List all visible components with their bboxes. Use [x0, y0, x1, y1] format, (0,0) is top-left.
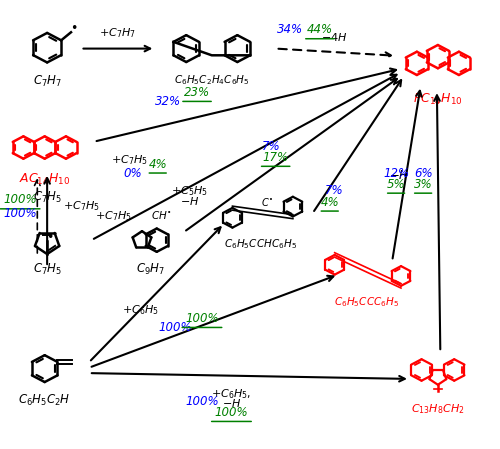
Text: $-4H$: $-4H$: [322, 31, 348, 43]
Text: 32%: 32%: [154, 95, 180, 108]
Text: $+C_7H_5$: $+C_7H_5$: [63, 200, 100, 213]
Text: •: •: [70, 22, 77, 35]
Text: $PC_{14}H_{10}$: $PC_{14}H_{10}$: [413, 92, 463, 107]
Text: $AC_{14}H_{10}$: $AC_{14}H_{10}$: [19, 172, 70, 187]
Text: $+C_7H_5$: $+C_7H_5$: [95, 210, 132, 223]
Text: $C_7H_7$: $C_7H_7$: [32, 74, 62, 89]
Text: $C_6H_5CCC_6H_5$: $C_6H_5CCC_6H_5$: [334, 295, 399, 308]
Text: 4%: 4%: [148, 158, 167, 171]
Text: $C_7H_5$: $C_7H_5$: [32, 190, 62, 205]
Text: 4%: 4%: [320, 196, 339, 209]
Text: $CH^•$: $CH^•$: [151, 210, 172, 222]
Text: 34%: 34%: [278, 23, 303, 36]
Text: $-H$: $-H$: [222, 396, 241, 409]
Text: •: •: [46, 230, 54, 243]
Text: 100%: 100%: [185, 312, 219, 325]
Text: $C_{13}H_8CH_2$: $C_{13}H_8CH_2$: [411, 403, 465, 417]
Text: 5%: 5%: [387, 178, 406, 191]
Text: 100%: 100%: [158, 321, 192, 334]
Text: 7%: 7%: [326, 185, 344, 198]
Text: 6%: 6%: [414, 167, 432, 180]
Text: 100%: 100%: [185, 395, 219, 408]
Text: $C_6H_5C_2H_4C_6H_5$: $C_6H_5C_2H_4C_6H_5$: [174, 73, 250, 87]
Text: 44%: 44%: [307, 23, 333, 36]
Text: 17%: 17%: [262, 151, 288, 164]
Text: $C_7H_5$: $C_7H_5$: [32, 262, 62, 277]
Text: $-H$: $-H$: [388, 169, 409, 182]
Text: 100%: 100%: [214, 406, 248, 419]
Text: 100%: 100%: [4, 194, 37, 207]
Text: $C_6H_5CCHC_6H_5$: $C_6H_5CCHC_6H_5$: [224, 238, 298, 251]
Text: $+C_5H_5$: $+C_5H_5$: [171, 185, 208, 198]
Text: $+C_7H_5$: $+C_7H_5$: [111, 154, 148, 167]
Text: $C_9H_7$: $C_9H_7$: [136, 262, 165, 277]
Text: 7%: 7%: [262, 140, 280, 153]
Text: 12%: 12%: [383, 167, 409, 180]
Text: $-H$: $-H$: [180, 195, 200, 207]
Text: 0%: 0%: [124, 167, 142, 180]
Text: 100%: 100%: [4, 207, 37, 220]
Text: $C_6H_5C_2H$: $C_6H_5C_2H$: [18, 393, 71, 408]
Text: $+C_6H_5,$: $+C_6H_5,$: [212, 387, 252, 401]
Text: $+C_7H_7$: $+C_7H_7$: [100, 26, 136, 40]
Text: 3%: 3%: [414, 178, 432, 191]
Text: $C^•$: $C^•$: [262, 196, 274, 208]
Text: $+C_6H_5$: $+C_6H_5$: [122, 304, 159, 317]
Text: 23%: 23%: [184, 86, 210, 99]
